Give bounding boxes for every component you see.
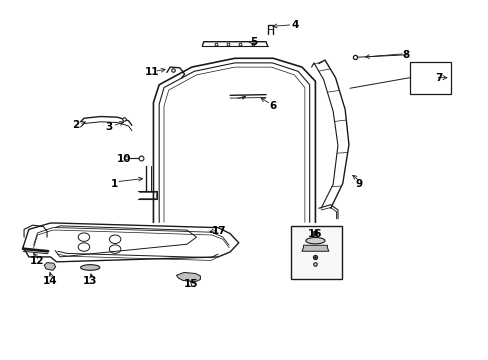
Text: 15: 15 xyxy=(183,279,198,289)
Ellipse shape xyxy=(81,265,100,270)
Text: 3: 3 xyxy=(105,122,113,132)
Ellipse shape xyxy=(305,238,325,244)
Text: 4: 4 xyxy=(290,20,298,30)
FancyBboxPatch shape xyxy=(409,62,449,94)
Polygon shape xyxy=(176,273,200,282)
Text: 16: 16 xyxy=(307,229,322,239)
Text: 2: 2 xyxy=(72,120,79,130)
Text: 8: 8 xyxy=(402,50,409,60)
Text: 12: 12 xyxy=(30,256,44,266)
Text: 6: 6 xyxy=(269,101,276,111)
Text: 13: 13 xyxy=(83,275,97,285)
Polygon shape xyxy=(44,262,56,270)
FancyBboxPatch shape xyxy=(291,226,341,279)
Text: 7: 7 xyxy=(434,73,441,83)
Text: 17: 17 xyxy=(212,226,226,236)
Text: 9: 9 xyxy=(355,179,362,189)
Text: 11: 11 xyxy=(145,67,160,77)
Polygon shape xyxy=(302,245,328,251)
Text: 10: 10 xyxy=(116,154,131,164)
Text: 5: 5 xyxy=(250,37,257,48)
Text: 1: 1 xyxy=(110,179,118,189)
Text: 14: 14 xyxy=(43,275,58,285)
